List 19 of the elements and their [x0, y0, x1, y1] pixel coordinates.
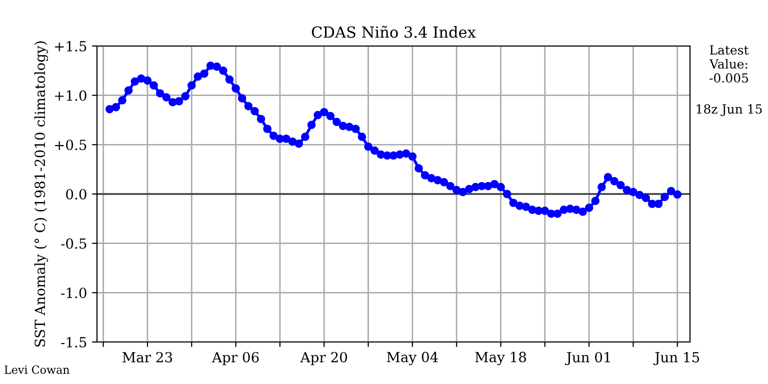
x-tick-label: May 04 — [386, 352, 438, 366]
text: Levi Cowan — [4, 365, 70, 374]
y-tick-label: 0.0 — [66, 188, 86, 200]
x-tick-label: Jun 01 — [565, 352, 610, 366]
y-tick-label: -1.0 — [61, 288, 86, 298]
y-tick-label: +1.5 — [55, 40, 86, 52]
y-tick-label: -1.5 — [61, 336, 86, 348]
text: Latest Value: -0.005 — [709, 45, 749, 83]
x-tick-label: May 18 — [475, 352, 526, 366]
y-axis-title: SST Anomaly (° C) (1981-2010 climatology) — [34, 41, 48, 347]
x-tick-label: Apr 06 — [212, 352, 259, 366]
y-tick-label: -0.5 — [61, 238, 86, 249]
y-tick-label: +0.5 — [55, 140, 86, 150]
x-tick-label: Apr 20 — [300, 352, 348, 366]
y-tick-label: +1.0 — [55, 90, 86, 101]
chart-title: CDAS Niño 3.4 Index — [312, 26, 476, 38]
text: 18z Jun 15 — [696, 104, 762, 116]
x-tick-label: Mar 23 — [122, 352, 172, 362]
x-tick-label: Jun 15 — [653, 352, 700, 366]
